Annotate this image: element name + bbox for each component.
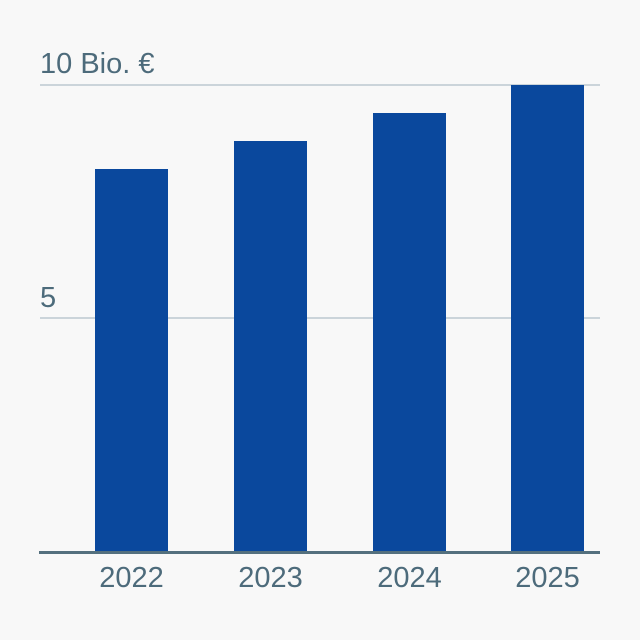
gridline-10 <box>40 83 600 86</box>
gridline-5 <box>40 317 600 320</box>
x-tick-label-2022: 2022 <box>99 562 164 594</box>
x-tick-label-2025: 2025 <box>515 562 580 594</box>
x-axis-line <box>39 551 600 554</box>
bar-2023 <box>234 140 307 552</box>
x-tick-label-2024: 2024 <box>377 562 442 594</box>
y-tick-label-10: 10 Bio. € <box>40 48 155 80</box>
bar-2025 <box>511 84 584 552</box>
y-tick-label-5: 5 <box>40 282 57 314</box>
bar-2024 <box>373 112 446 552</box>
x-tick-label-2023: 2023 <box>238 562 303 594</box>
bar-2022 <box>95 168 168 552</box>
